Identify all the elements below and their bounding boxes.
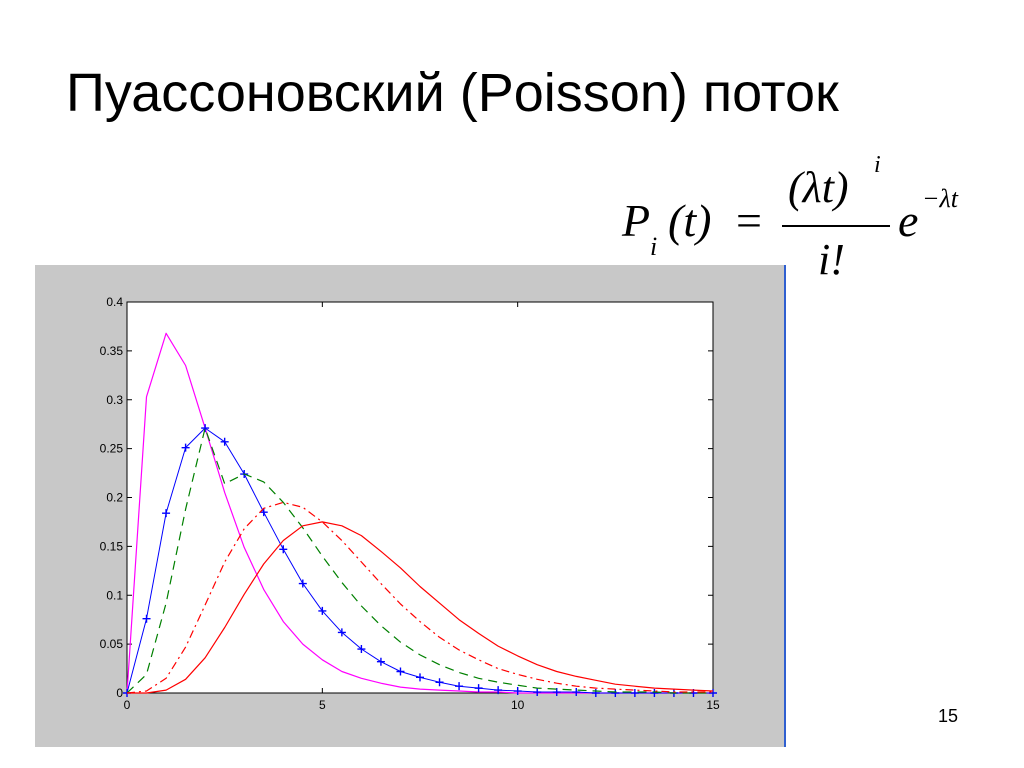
series-1-point	[552, 688, 561, 697]
series-1-point	[572, 688, 581, 697]
formula-subscript-i: i	[650, 232, 658, 261]
series-1-point	[533, 688, 542, 697]
series-1-point	[259, 508, 268, 517]
series-1-point	[220, 437, 229, 446]
series-2-line	[126, 427, 713, 694]
series-1-point	[396, 667, 405, 676]
series-1-point	[611, 689, 620, 697]
formula-exp-power: −λt	[922, 184, 959, 213]
y-tick-label: 0.1	[106, 588, 123, 602]
formula-numerator: (λt)	[788, 163, 849, 212]
formula-p: P	[622, 195, 651, 246]
y-tick-label: 0.3	[106, 393, 123, 407]
poisson-chart: 0 0.05 0.1 0.15 0.2 0.25 0.3 0.35 0.4 0 5 10 15	[100, 295, 720, 712]
y-tick-label: 0.15	[100, 539, 124, 553]
series-1-point	[162, 509, 171, 518]
series-1-point	[318, 606, 327, 615]
series-1-point	[357, 645, 366, 654]
y-axis: 0 0.05 0.1 0.15 0.2 0.25 0.3 0.35 0.4	[100, 295, 713, 700]
x-tick-label: 10	[511, 698, 525, 712]
series-1-point	[474, 684, 483, 693]
series-layer	[123, 332, 717, 697]
series-1-point	[650, 689, 659, 697]
series-1-point	[376, 657, 385, 666]
formula-fraction-bar	[782, 225, 890, 227]
y-tick-label: 0.35	[100, 344, 124, 358]
x-tick-label: 0	[124, 698, 131, 712]
series-1-point	[181, 443, 190, 452]
series-1-point	[416, 673, 424, 682]
formula-denominator: i!	[818, 235, 845, 284]
page-number: 15	[938, 706, 959, 726]
y-tick-label: 0	[116, 686, 123, 700]
series-1-point	[494, 686, 503, 695]
series-1-point	[201, 424, 210, 433]
slide-title: Пуассоновский (Poisson) поток	[66, 63, 839, 123]
y-tick-label: 0.4	[106, 295, 123, 309]
figure-window-edge	[784, 265, 786, 747]
series-1-point	[279, 545, 288, 554]
formula-arg: (t)	[668, 195, 712, 246]
formula-exp-base: e	[898, 195, 919, 246]
series-1-point	[630, 689, 639, 697]
y-tick-label: 0.05	[100, 637, 124, 651]
series-1-point	[591, 689, 600, 697]
series-1-point	[298, 579, 307, 588]
series-1-point	[337, 628, 346, 637]
series-1-point	[513, 687, 522, 696]
series-3-line	[126, 501, 713, 694]
formula-equals: =	[736, 195, 762, 246]
series-1-point	[435, 678, 444, 687]
plot-area	[126, 301, 714, 694]
y-tick-label: 0.2	[106, 491, 123, 505]
x-tick-label: 5	[319, 698, 326, 712]
x-tick-label: 15	[706, 698, 720, 712]
poisson-formula: P i (t) = (λt) i i! e −λt	[622, 150, 992, 290]
formula-numerator-power: i	[874, 152, 881, 178]
series-1-point	[455, 682, 464, 691]
y-tick-label: 0.25	[100, 442, 124, 456]
series-1-point	[142, 614, 151, 623]
series-4-line	[127, 521, 714, 694]
